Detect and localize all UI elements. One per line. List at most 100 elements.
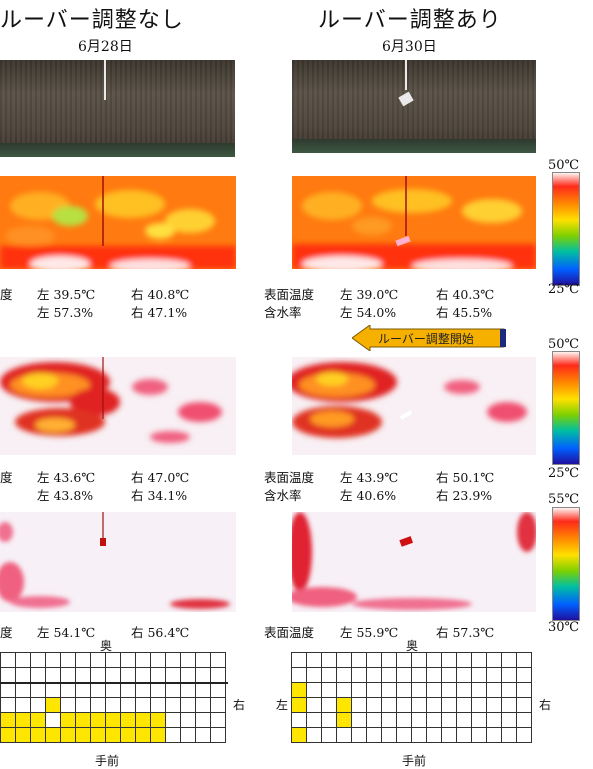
grid-cell <box>487 668 502 683</box>
row1-right-moist-right: 右 45.5% <box>436 305 493 320</box>
row3-left-temp-left: 左 54.1℃ <box>37 625 96 640</box>
grid-cell <box>307 698 322 713</box>
grid-cell <box>106 698 121 713</box>
grid-left-back-label: 奥 <box>100 639 113 653</box>
grid-cell <box>502 728 517 743</box>
grid-cell <box>502 698 517 713</box>
grid-cell <box>166 728 181 743</box>
grid-cell <box>472 698 487 713</box>
grid-cell <box>136 728 151 743</box>
row1-right-sub-label: 含水率 <box>264 305 302 320</box>
grid-cell <box>181 698 196 713</box>
grid-cell <box>292 698 307 713</box>
grid-cell <box>382 728 397 743</box>
grid-cell <box>502 683 517 698</box>
grid-cell <box>196 683 211 698</box>
grid-cell <box>136 713 151 728</box>
grid-cell <box>307 713 322 728</box>
grid-cell <box>16 728 31 743</box>
grid-cell <box>151 713 166 728</box>
grid-cell <box>1 683 16 698</box>
grid-cell <box>472 728 487 743</box>
grid-cell <box>196 653 211 668</box>
grid-cell <box>31 713 46 728</box>
grid-cell <box>46 713 61 728</box>
grid-cell <box>352 728 367 743</box>
grid-cell <box>352 698 367 713</box>
grid-cell <box>76 683 91 698</box>
row2-left-moist-right: 右 34.1% <box>131 488 188 503</box>
grid-cell <box>31 698 46 713</box>
grid-cell <box>427 698 442 713</box>
grid-cell <box>487 698 502 713</box>
grid-cell <box>412 698 427 713</box>
grid-cell <box>181 728 196 743</box>
grid-cell <box>457 668 472 683</box>
grid-cell <box>517 668 532 683</box>
grid-cell <box>106 653 121 668</box>
grid-cell <box>397 653 412 668</box>
grid-cell <box>442 653 457 668</box>
grid-cell <box>91 713 106 728</box>
grid-cell <box>0 683 1 698</box>
grid-cell <box>337 713 352 728</box>
thermal-image-right-2 <box>292 357 536 455</box>
grid-cell <box>106 728 121 743</box>
grid-cell <box>46 668 61 683</box>
grid-cell <box>91 653 106 668</box>
grid-cell <box>442 713 457 728</box>
row3-right-label: 表面温度 <box>264 625 315 640</box>
grid-cell <box>136 668 151 683</box>
grid-cell <box>121 713 136 728</box>
grid-cell <box>0 713 1 728</box>
grid-cell <box>382 653 397 668</box>
row1-right-label: 表面温度 <box>264 287 315 302</box>
grid-right-left-label: 左 <box>276 698 289 712</box>
grid-cell <box>61 668 76 683</box>
grid-cell <box>487 728 502 743</box>
grid-cell <box>1 698 16 713</box>
photo-right <box>292 60 536 153</box>
grid-cell <box>121 668 136 683</box>
grid-cell <box>1 653 16 668</box>
grid-cell <box>397 683 412 698</box>
grid-cell <box>76 653 91 668</box>
row1-left-temp-right: 右 40.8℃ <box>131 287 190 302</box>
grid-cell <box>31 653 46 668</box>
scale-max-2: 50℃ <box>548 337 580 352</box>
grid-cell <box>292 668 307 683</box>
grid-cell <box>412 713 427 728</box>
grid-cell <box>517 728 532 743</box>
grid-cell <box>337 683 352 698</box>
grid-cell <box>136 653 151 668</box>
grid-cell <box>61 698 76 713</box>
thermal-image-left-3 <box>0 512 236 612</box>
grid-cell <box>166 698 181 713</box>
grid-cell <box>307 683 322 698</box>
grid-cell <box>292 683 307 698</box>
color-scale-2 <box>552 351 580 465</box>
grid-left-front-label: 手前 <box>95 754 120 768</box>
grid-cell <box>307 728 322 743</box>
grid-cell <box>412 683 427 698</box>
grid-cell <box>337 668 352 683</box>
grid-cell <box>76 713 91 728</box>
grid-cell <box>121 653 136 668</box>
grid-cell <box>367 683 382 698</box>
grid-cell <box>322 698 337 713</box>
grid-cell <box>517 713 532 728</box>
thermal-image-left-2 <box>0 357 236 455</box>
grid-cell <box>151 728 166 743</box>
grid-cell <box>0 698 1 713</box>
position-grid-right <box>291 652 532 743</box>
grid-right-right-label: 右 <box>539 698 552 712</box>
grid-cell <box>352 683 367 698</box>
grid-cell <box>502 713 517 728</box>
grid-cell <box>61 728 76 743</box>
grid-cell <box>322 653 337 668</box>
row2-left-moist-left: 左 43.8% <box>37 488 94 503</box>
grid-cell <box>0 728 1 743</box>
row3-left-temp-right: 右 56.4℃ <box>131 625 190 640</box>
grid-cell <box>337 698 352 713</box>
grid-cell <box>517 653 532 668</box>
